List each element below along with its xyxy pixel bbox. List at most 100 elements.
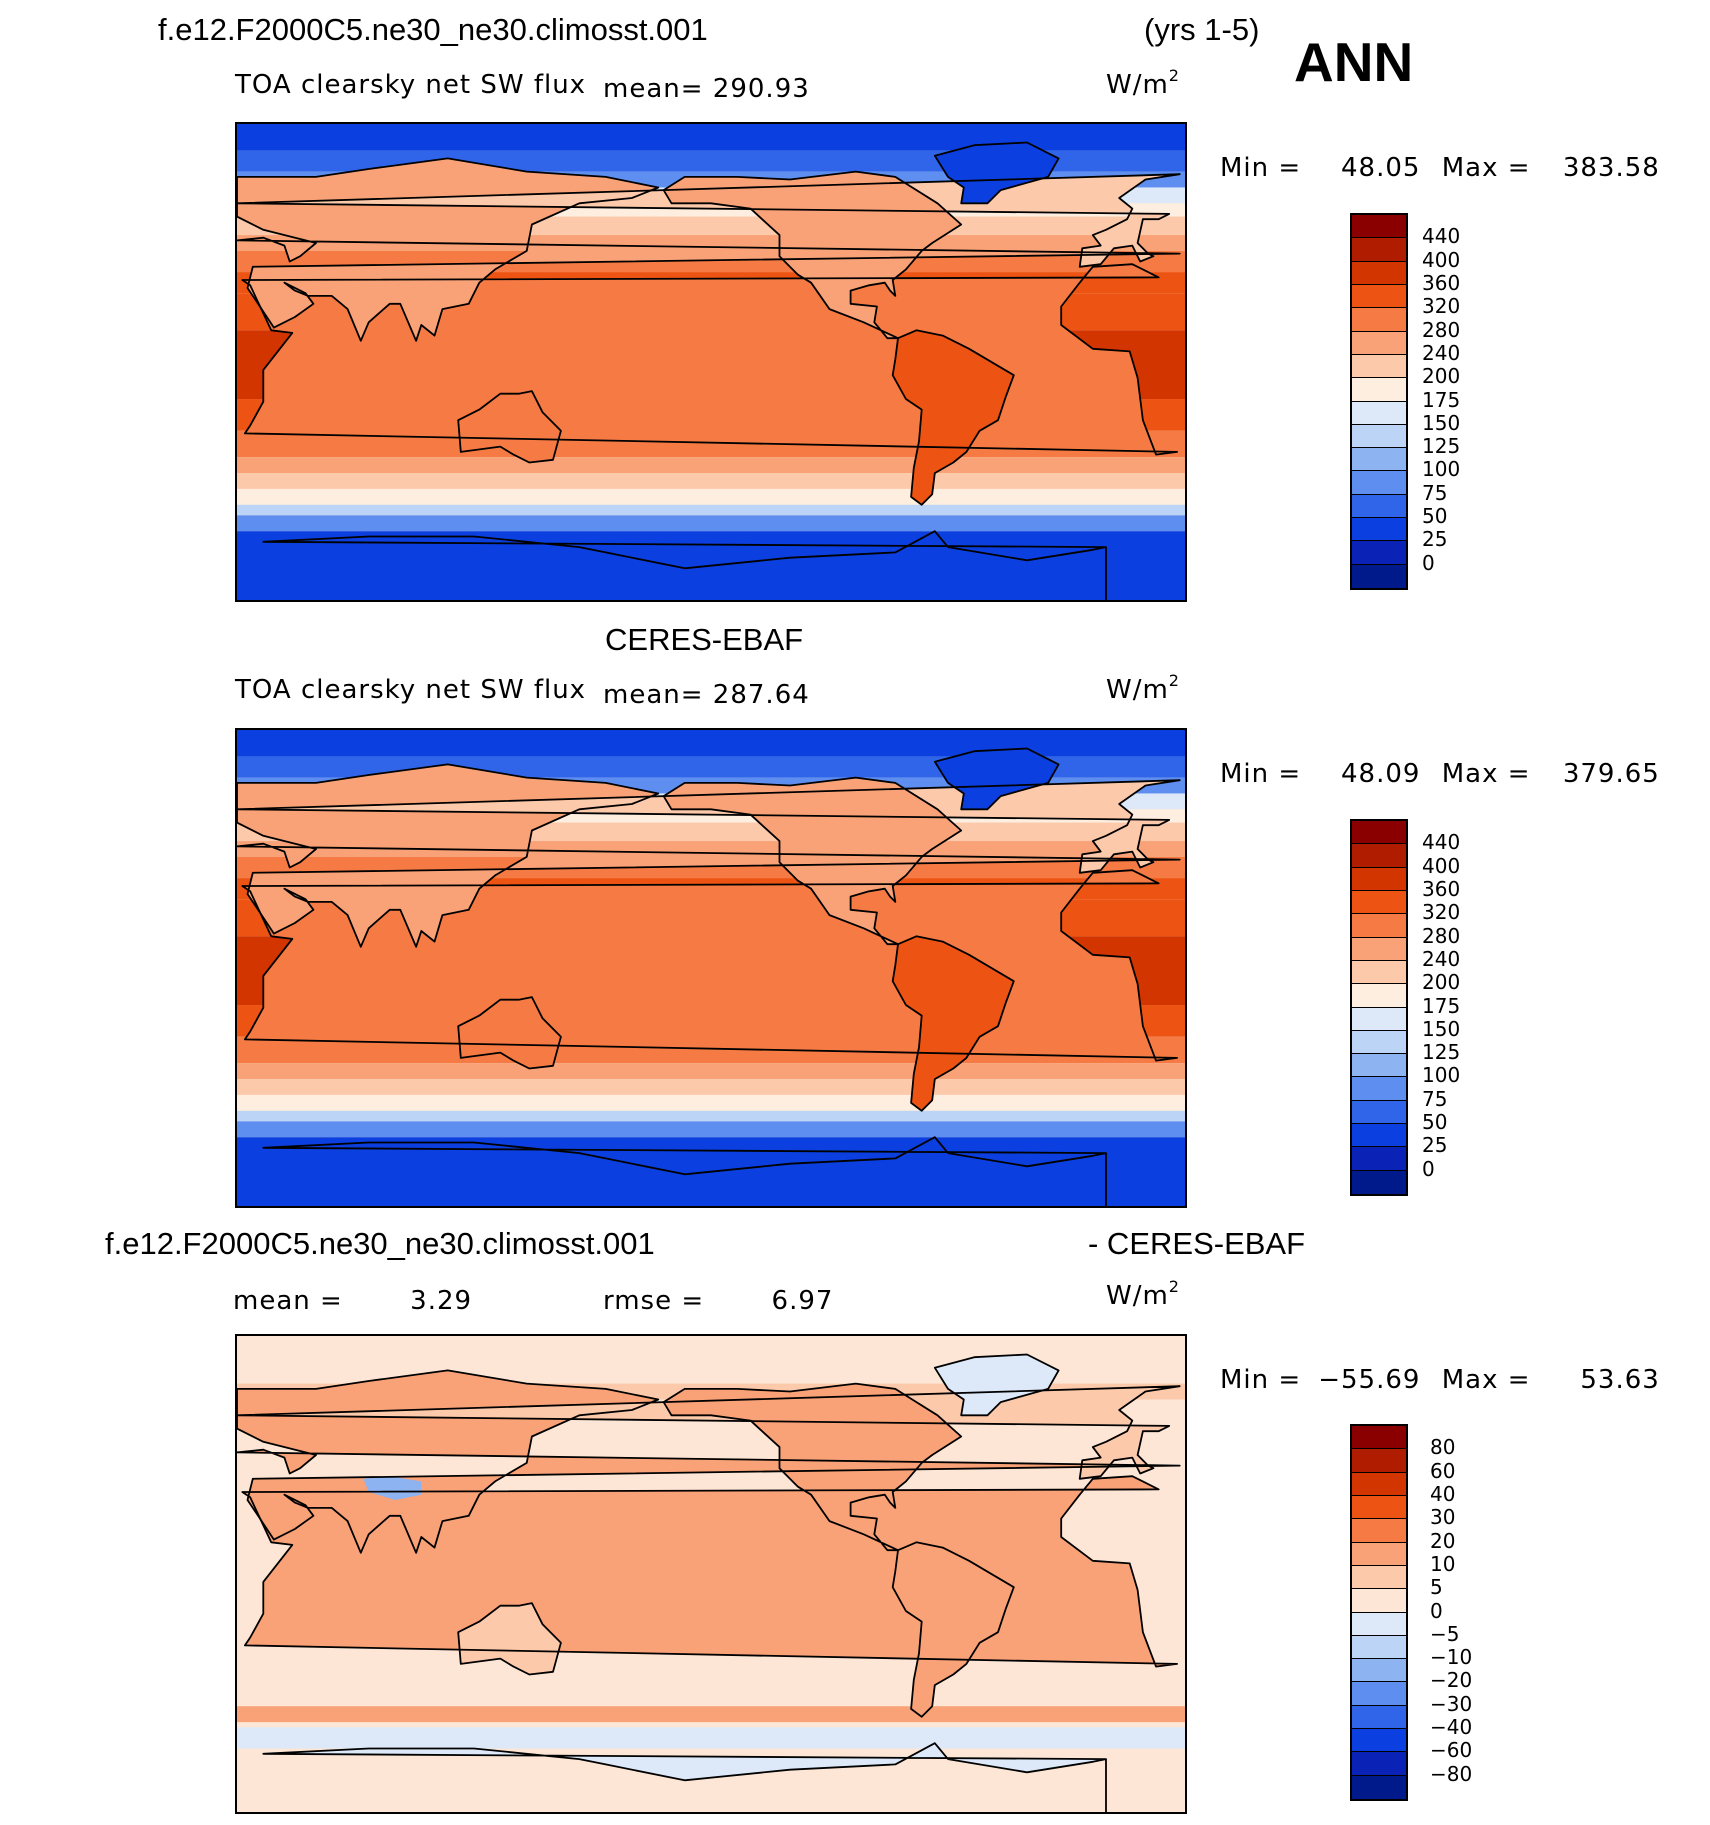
landmass-outline bbox=[934, 748, 1059, 810]
coastline bbox=[237, 1385, 1181, 1480]
obs-title: CERES-EBAF bbox=[605, 622, 804, 657]
colorbar-swatch bbox=[1352, 238, 1406, 262]
map-band bbox=[237, 488, 1185, 505]
colorbar-swatch bbox=[1352, 378, 1406, 402]
colorbar-tick-label: 150 bbox=[1422, 1016, 1461, 1041]
map-band bbox=[237, 473, 1185, 489]
colorbar-tick-label: 5 bbox=[1430, 1575, 1443, 1600]
diff-title-left: f.e12.F2000C5.ne30_ne30.climosst.001 bbox=[105, 1226, 655, 1261]
landmass-outline bbox=[458, 391, 561, 463]
colorbar-tick-label: −80 bbox=[1430, 1761, 1473, 1786]
colorbar-tick-label: 125 bbox=[1422, 1040, 1461, 1065]
coastline bbox=[891, 935, 1015, 1112]
min-max-readout: Min = 48.09 Max = 379.65 bbox=[1220, 759, 1660, 789]
coastline bbox=[237, 1369, 1181, 1554]
panel-mean: mean= 290.93 bbox=[603, 74, 810, 104]
map-band bbox=[237, 1110, 1185, 1122]
min-label: Min = bbox=[1220, 759, 1302, 789]
mean-label: mean = bbox=[233, 1286, 343, 1316]
landmass-outline bbox=[892, 1542, 1014, 1717]
colorbar-tick-label: 0 bbox=[1430, 1598, 1443, 1623]
units-base: W/m bbox=[1106, 1281, 1169, 1311]
colorbar-labels: 440 400 360 320 280 240 200 175 150 125 100 75 50 25 0 bbox=[1422, 819, 1502, 1192]
colorbar-swatch bbox=[1352, 1147, 1406, 1171]
units-exponent: 2 bbox=[1168, 1277, 1180, 1296]
max-value: 53.63 bbox=[1580, 1365, 1660, 1395]
colorbar-tick-label: −30 bbox=[1430, 1691, 1473, 1716]
colorbar-swatch bbox=[1352, 494, 1406, 519]
colorbar-tick-label: 40 bbox=[1430, 1481, 1456, 1506]
colorbar-labels: 80 60 40 30 20 10 5 0 −5 −10 −20 −30 −40 −60 −80 bbox=[1430, 1424, 1510, 1797]
colorbar-swatch bbox=[1352, 1519, 1406, 1543]
min-label: Min = bbox=[1220, 1365, 1302, 1395]
colorbar-tick-label: 75 bbox=[1422, 480, 1448, 505]
colorbar-swatch bbox=[1352, 1589, 1406, 1613]
colorbar-swatch bbox=[1352, 518, 1406, 542]
colorbar-tick-label: 400 bbox=[1422, 853, 1461, 878]
colorbar-tick-label: 200 bbox=[1422, 364, 1461, 389]
map-panel-difference bbox=[235, 1334, 1187, 1814]
colorbar-tick-label: 150 bbox=[1422, 410, 1461, 435]
landmass-outline bbox=[934, 1354, 1059, 1416]
colorbar-swatch bbox=[1352, 448, 1406, 472]
years-label: (yrs 1-5) bbox=[1144, 12, 1260, 47]
colorbar-swatch bbox=[1352, 984, 1406, 1008]
panel-mean: mean= 287.64 bbox=[603, 680, 810, 710]
landmass-outline bbox=[892, 330, 1014, 505]
max-label: Max = bbox=[1441, 759, 1531, 789]
colorbar-tick-label: −20 bbox=[1430, 1668, 1473, 1693]
coastline bbox=[237, 763, 1181, 948]
landmass-outline bbox=[663, 1383, 962, 1551]
colorbar-tick-label: 320 bbox=[1422, 294, 1461, 319]
map-panel-obs bbox=[235, 728, 1187, 1208]
colorbar-tick-label: 280 bbox=[1422, 317, 1461, 342]
max-value: 379.65 bbox=[1562, 759, 1660, 789]
colorbar-swatch bbox=[1352, 1752, 1406, 1776]
colorbar-swatch bbox=[1352, 1007, 1406, 1031]
coastline bbox=[237, 157, 1181, 342]
min-value: 48.05 bbox=[1341, 153, 1421, 183]
coastline bbox=[662, 1382, 963, 1552]
colorbar-tick-label: 0 bbox=[1422, 550, 1435, 575]
coastline bbox=[262, 1136, 1107, 1206]
units-label: W/m2 bbox=[1106, 66, 1180, 100]
min-value: 48.09 bbox=[1341, 759, 1421, 789]
mean-value: 3.29 bbox=[410, 1286, 473, 1316]
colorbar-swatch bbox=[1352, 261, 1406, 285]
panel-rmse: rmse = 6.97 bbox=[603, 1286, 833, 1316]
map-band bbox=[237, 730, 1185, 757]
colorbar-swatch bbox=[1352, 424, 1406, 449]
colorbar bbox=[1350, 213, 1408, 590]
colorbar-swatch bbox=[1352, 1682, 1406, 1706]
colorbar-tick-label: 360 bbox=[1422, 270, 1461, 295]
colorbar-tick-label: 400 bbox=[1422, 247, 1461, 272]
colorbar-tick-label: 440 bbox=[1422, 224, 1461, 249]
colorbar-tick-label: 175 bbox=[1422, 387, 1461, 412]
map-band bbox=[237, 515, 1185, 532]
panel-mean: mean = 3.29 bbox=[233, 1286, 472, 1316]
map-band bbox=[237, 124, 1185, 151]
colorbar-tick-label: 240 bbox=[1422, 340, 1461, 365]
colorbar-labels: 440 400 360 320 280 240 200 175 150 125 100 75 50 25 0 bbox=[1422, 213, 1502, 586]
map-band bbox=[237, 1079, 1185, 1095]
coastline bbox=[237, 779, 1181, 874]
coastline bbox=[891, 329, 1015, 506]
colorbar-swatch bbox=[1352, 215, 1406, 239]
units-label: W/m2 bbox=[1106, 671, 1180, 705]
anomaly-region bbox=[363, 1476, 422, 1500]
colorbar-swatch bbox=[1352, 1426, 1406, 1450]
min-value: −55.69 bbox=[1318, 1365, 1421, 1395]
colorbar-tick-label: 125 bbox=[1422, 434, 1461, 459]
diff-title-right: - CERES-EBAF bbox=[1088, 1226, 1306, 1261]
max-value: 383.58 bbox=[1562, 153, 1660, 183]
colorbar-swatch bbox=[1352, 1705, 1406, 1730]
landmass-outline bbox=[663, 777, 962, 945]
mean-value: 287.64 bbox=[712, 680, 810, 710]
colorbar-tick-label: 280 bbox=[1422, 923, 1461, 948]
panel-variable-label: TOA clearsky net SW flux bbox=[235, 70, 587, 100]
map-band bbox=[237, 457, 1185, 474]
coastline bbox=[241, 869, 1178, 1062]
map-band bbox=[237, 1094, 1185, 1111]
coastline bbox=[662, 776, 963, 946]
colorbar-tick-label: 175 bbox=[1422, 993, 1461, 1018]
